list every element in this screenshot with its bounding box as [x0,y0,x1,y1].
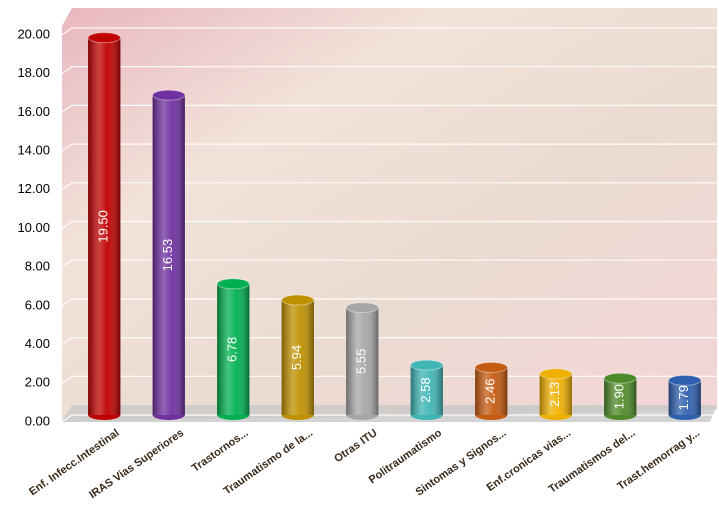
bar-shade [539,373,572,415]
bar-top [345,302,379,314]
y-tick-label: 16.00 [17,104,50,119]
bar-top [216,278,250,290]
value-label: 5.55 [354,349,369,374]
y-tick-label: 14.00 [17,143,50,158]
value-label: 2.58 [418,377,433,402]
bar-shade [88,37,121,416]
value-label: 6.78 [225,337,240,362]
x-tick-label: Trastornos... [190,427,251,475]
bar-shade [217,283,250,415]
bar-top [474,361,508,373]
bar-top [539,368,573,380]
y-tick-label: 20.00 [17,26,50,41]
y-tick-label: 6.00 [25,297,50,312]
grid-line [61,298,717,307]
y-tick-label: 8.00 [25,259,50,274]
y-tick-label: 2.00 [25,375,50,390]
grid-line [61,259,717,268]
x-tick-label: Otras ITU [332,427,379,465]
y-tick-label: 0.00 [25,413,50,428]
bar-top [668,374,702,386]
value-label: 1.90 [612,384,627,409]
y-tick-label: 12.00 [17,181,50,196]
grid-line [61,104,717,113]
grid-line [61,220,717,229]
value-label: 19.50 [96,210,111,243]
value-label: 2.46 [483,379,498,404]
y-tick-label: 10.00 [17,220,50,235]
bar-shade [281,300,314,415]
bar-top [281,294,315,306]
bar-shade [152,95,185,415]
bar-shade [346,307,379,415]
y-tick-label: 4.00 [25,336,50,351]
bar-shade [668,380,701,415]
grid-line [61,27,717,36]
value-label: 2.13 [547,382,562,407]
bar-top [87,32,121,44]
bar-shade [604,378,637,415]
bar-top [603,372,637,384]
bar-shade [475,367,508,415]
grid-line [61,337,717,346]
bar-top [410,359,444,371]
grid-line [61,182,717,191]
bar-top [152,89,186,101]
bar-shade [410,365,443,415]
value-label: 16.53 [160,239,175,272]
grid-line [61,66,717,75]
value-label: 1.79 [676,385,691,410]
grid-line [61,143,717,152]
y-tick-label: 18.00 [17,65,50,80]
value-label: 5.94 [289,345,304,370]
